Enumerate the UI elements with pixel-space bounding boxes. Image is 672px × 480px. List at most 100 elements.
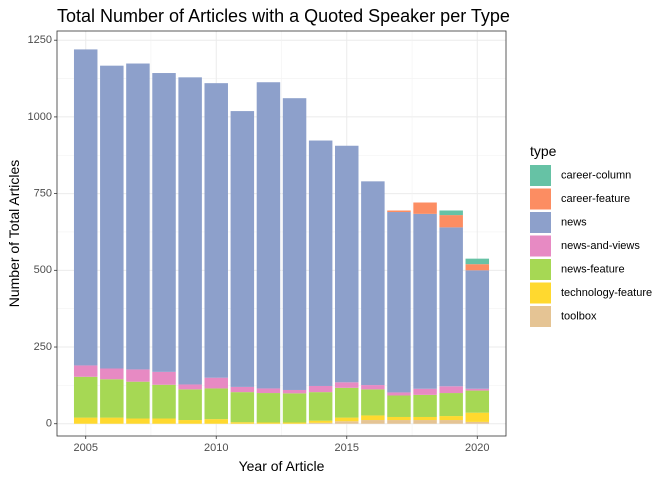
bar-segment-toolbox bbox=[361, 420, 385, 424]
bar-segment-technology-feature bbox=[308, 420, 333, 423]
bar-segment-news-and-views bbox=[465, 388, 490, 391]
y-tick-label: 750 bbox=[34, 188, 52, 200]
bar-segment-news bbox=[439, 227, 463, 387]
bar-segment-news bbox=[282, 98, 307, 390]
bar-segment-news bbox=[152, 73, 176, 372]
bar-segment-technology-feature bbox=[465, 412, 490, 422]
bar-segment-news-and-views bbox=[152, 371, 176, 385]
bar-segment-technology-feature bbox=[100, 417, 124, 424]
legend-swatch-toolbox bbox=[530, 306, 551, 327]
bar-segment-news-feature bbox=[439, 393, 463, 417]
bar-segment-news-and-views bbox=[308, 385, 333, 393]
bar-segment-toolbox bbox=[308, 422, 333, 424]
legend-label-career-column: career-column bbox=[561, 169, 631, 181]
bar-segment-technology-feature bbox=[204, 419, 228, 424]
bar-segment-news bbox=[126, 63, 150, 370]
bar-segment-news-feature bbox=[152, 384, 176, 419]
y-tick-label: 0 bbox=[46, 418, 52, 430]
legend-swatch-news bbox=[530, 212, 551, 233]
bar-segment-news-feature bbox=[204, 388, 228, 420]
bar-segment-news bbox=[335, 145, 359, 383]
bar-segment-news bbox=[413, 213, 437, 389]
x-axis-ticks: 2005 2010 2015 2020 bbox=[73, 436, 490, 454]
bar-segment-career-column bbox=[465, 258, 490, 265]
bar-segment-news bbox=[256, 82, 281, 389]
bar-segment-news-and-views bbox=[361, 385, 385, 390]
bar-segment-news-and-views bbox=[387, 392, 411, 396]
bar-segment-news-feature bbox=[126, 381, 150, 419]
bar-segment-news-and-views bbox=[282, 389, 307, 394]
legend-label-technology-feature: technology-feature bbox=[561, 287, 652, 299]
bar-segment-technology-feature bbox=[413, 416, 437, 421]
bar-segment-news-and-views bbox=[256, 388, 281, 394]
bar-segment-news-feature bbox=[413, 394, 437, 417]
bar-segment-news-feature bbox=[178, 389, 202, 421]
bars bbox=[73, 49, 490, 424]
bar-segment-technology-feature bbox=[230, 422, 255, 424]
bar-segment-news-feature bbox=[308, 392, 333, 421]
bar-segment-career-column bbox=[439, 210, 463, 216]
bar-segment-news-feature bbox=[256, 393, 281, 423]
legend-items: career-column career-feature news news-and-… bbox=[530, 165, 652, 327]
bar-segment-news-feature bbox=[100, 379, 124, 418]
y-tick-label: 250 bbox=[34, 341, 52, 353]
bar-segment-toolbox bbox=[413, 420, 437, 424]
bar-segment-technology-feature bbox=[361, 415, 385, 421]
bar-segment-technology-feature bbox=[282, 422, 307, 424]
bar-segment-news-and-views bbox=[178, 384, 202, 390]
bar-segment-news bbox=[73, 49, 98, 366]
legend-label-career-feature: career-feature bbox=[561, 193, 630, 205]
bar-segment-technology-feature bbox=[387, 416, 411, 421]
bar-segment-news-feature bbox=[282, 393, 307, 423]
bar-segment-news-and-views bbox=[73, 365, 98, 377]
bar-segment-news bbox=[178, 77, 202, 385]
x-tick-label: 2015 bbox=[335, 442, 359, 454]
bar-segment-career-feature bbox=[387, 210, 411, 213]
bar-segment-news-and-views bbox=[335, 382, 359, 388]
bar-segment-news-and-views bbox=[413, 388, 437, 395]
x-axis-title: Year of Article bbox=[239, 458, 325, 474]
bar-segment-news-feature bbox=[230, 392, 255, 423]
y-tick-label: 1000 bbox=[28, 111, 52, 123]
bar-segment-technology-feature bbox=[73, 417, 98, 424]
x-tick-label: 2010 bbox=[204, 442, 228, 454]
y-axis-title: Number of Total Articles bbox=[6, 160, 22, 308]
bar-segment-news-and-views bbox=[439, 386, 463, 394]
bar-segment-technology-feature bbox=[439, 416, 463, 421]
bar-segment-toolbox bbox=[465, 421, 490, 424]
bar-segment-career-feature bbox=[439, 215, 463, 228]
legend-swatch-news-and-views bbox=[530, 235, 551, 257]
bar-segment-technology-feature bbox=[335, 417, 359, 422]
bar-segment-news-feature bbox=[465, 390, 490, 413]
bar-segment-news bbox=[308, 140, 333, 386]
bar-segment-news-feature bbox=[361, 389, 385, 416]
legend-label-news: news bbox=[561, 216, 587, 228]
y-tick-label: 1250 bbox=[28, 34, 52, 46]
y-tick-label: 500 bbox=[34, 264, 52, 276]
bar-segment-news-feature bbox=[335, 387, 359, 418]
bar-segment-news-feature bbox=[73, 376, 98, 418]
legend-swatch-career-column bbox=[530, 165, 551, 186]
bar-segment-news-and-views bbox=[100, 368, 124, 380]
chart-title: Total Number of Articles with a Quoted S… bbox=[57, 6, 510, 26]
plot-panel-border bbox=[56, 30, 507, 437]
bar-segment-career-feature bbox=[465, 264, 490, 271]
legend-label-news-feature: news-feature bbox=[561, 263, 625, 275]
x-tick-label: 2005 bbox=[73, 442, 97, 454]
legend-swatch-technology-feature bbox=[530, 282, 551, 304]
legend-swatch-news-feature bbox=[530, 259, 551, 280]
legend-label-news-and-views: news-and-views bbox=[561, 240, 640, 252]
x-tick-label: 2020 bbox=[465, 442, 489, 454]
bar-segment-toolbox bbox=[387, 420, 411, 424]
bar-segment-technology-feature bbox=[178, 420, 202, 424]
bar-segment-news bbox=[387, 212, 411, 393]
bar-segment-news-feature bbox=[387, 395, 411, 417]
bar-segment-technology-feature bbox=[256, 422, 281, 424]
bar-segment-career-feature bbox=[413, 202, 437, 214]
legend-title: type bbox=[530, 143, 557, 159]
bar-segment-news bbox=[230, 111, 255, 387]
bar-segment-news bbox=[465, 270, 490, 389]
bar-segment-news bbox=[361, 181, 385, 386]
y-axis-ticks: 0 250 500 750 1000 1250 bbox=[28, 34, 57, 430]
